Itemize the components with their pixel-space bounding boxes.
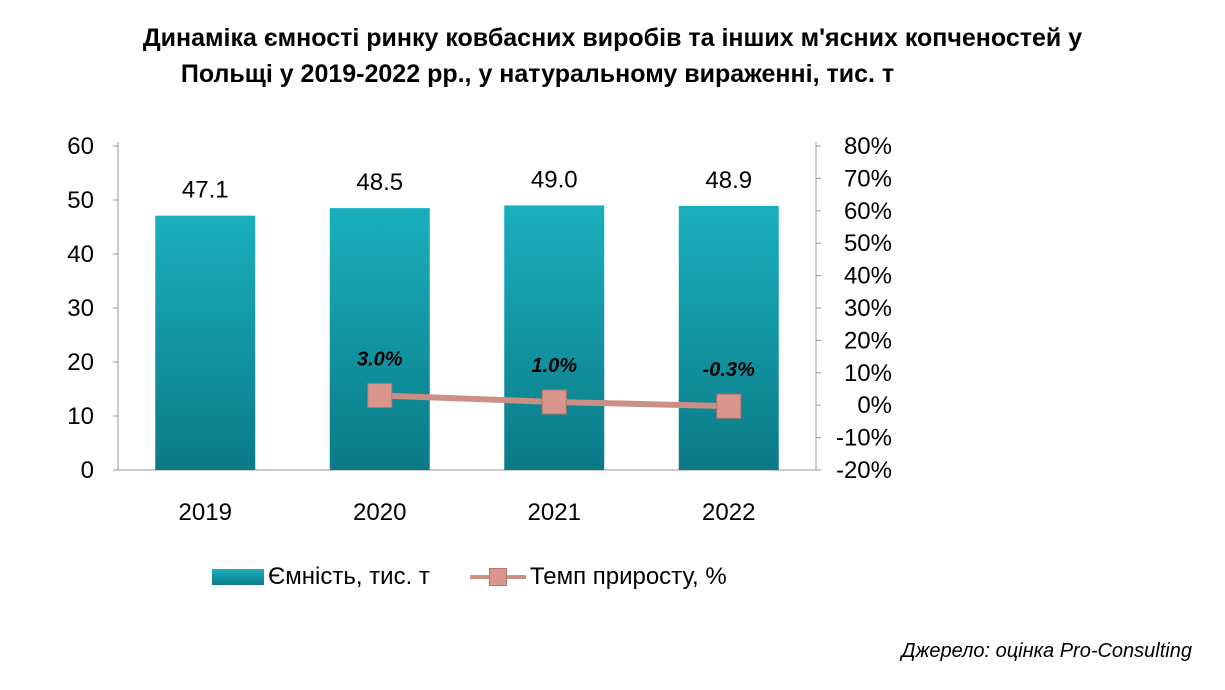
- right-axis-tick-label: 30%: [844, 295, 892, 322]
- left-axis-tick-label: 60: [67, 133, 94, 160]
- x-axis-tick-label: 2019: [179, 499, 232, 526]
- right-axis-tick-label: 60%: [844, 198, 892, 225]
- legend-line-swatch: [469, 567, 526, 587]
- bar-value-label: 48.5: [356, 169, 403, 196]
- growth-value-label: 3.0%: [357, 348, 403, 370]
- legend-label-capacity: Ємність, тис. т: [268, 563, 430, 590]
- bar: [504, 205, 605, 470]
- bar: [155, 215, 256, 470]
- legend-item-capacity: Ємність, тис. т: [212, 563, 430, 591]
- source-note: Джерело: оцінка Pro-Consulting: [901, 640, 1192, 662]
- growth-marker: [541, 389, 567, 415]
- left-axis-tick-label: 50: [67, 187, 94, 214]
- left-axis-tick-label: 20: [67, 349, 94, 376]
- x-axis-tick-label: 2022: [702, 499, 755, 526]
- legend-label-growth: Темп приросту, %: [529, 563, 727, 590]
- legend-bar-swatch: [212, 569, 264, 585]
- right-axis-tick-label: 70%: [844, 165, 892, 192]
- right-axis-tick-label: 80%: [844, 133, 892, 160]
- growth-marker: [716, 393, 742, 419]
- x-axis-tick-label: 2020: [353, 499, 406, 526]
- right-axis-tick-label: -20%: [836, 457, 892, 484]
- x-axis-tick-label: 2021: [528, 499, 581, 526]
- data-labels: 47.1 48.5 49.0 48.9 3.0% 1.0% -0.3%: [182, 166, 755, 381]
- growth-marker: [367, 382, 393, 408]
- bar-series: [155, 205, 779, 470]
- growth-value-label: 1.0%: [531, 355, 577, 377]
- growth-series: [367, 382, 742, 419]
- axes: 0 10 20 30 40 50 60 -20% -10% 0% 10% 20% 30% 40% 50% 60…: [67, 133, 892, 526]
- chart-title: Динаміка ємності ринку ковбасних виробів…: [0, 20, 1225, 92]
- left-axis-tick-label: 30: [67, 295, 94, 322]
- bar-value-label: 47.1: [182, 177, 229, 204]
- right-axis-tick-label: 20%: [844, 327, 892, 354]
- bar-value-label: 48.9: [705, 167, 752, 194]
- left-axis-tick-label: 40: [67, 241, 94, 268]
- legend: Ємність, тис. т Темп приросту, %: [212, 563, 767, 591]
- right-axis-tick-label: 40%: [844, 263, 892, 290]
- left-axis-tick-label: 10: [67, 403, 94, 430]
- left-axis-tick-label: 0: [81, 457, 94, 484]
- right-axis-tick-label: -10%: [836, 425, 892, 452]
- right-axis-tick-label: 50%: [844, 230, 892, 257]
- chart-title-line-1: Динаміка ємності ринку ковбасних виробів…: [142, 24, 1083, 52]
- legend-item-growth: Темп приросту, %: [469, 563, 727, 591]
- bar: [329, 208, 430, 470]
- growth-value-label: -0.3%: [703, 359, 755, 381]
- bar: [678, 205, 779, 470]
- chart-title-line-2: Польщі у 2019-2022 рр., у натуральному в…: [180, 60, 895, 88]
- right-axis-tick-label: 0%: [857, 392, 892, 419]
- right-axis-tick-label: 10%: [844, 360, 892, 387]
- bar-value-label: 49.0: [531, 166, 578, 193]
